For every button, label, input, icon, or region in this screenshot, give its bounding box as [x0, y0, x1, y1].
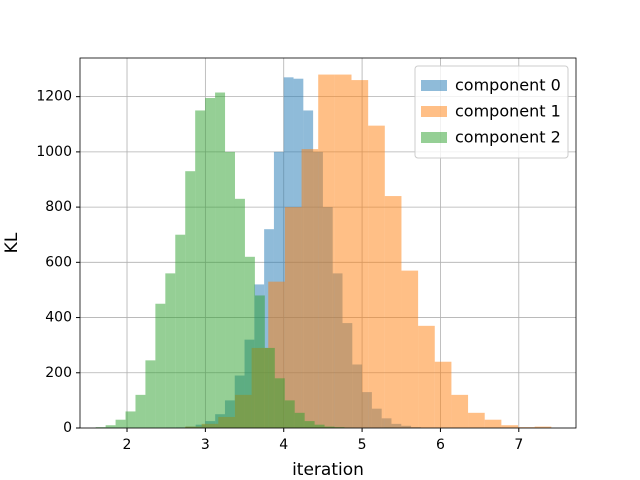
y-tick-label: 0: [63, 420, 72, 436]
bar: [434, 361, 452, 428]
bar: [368, 125, 385, 428]
x-axis-label: iteration: [292, 460, 364, 480]
bar: [195, 110, 206, 429]
y-tick-label: 400: [45, 310, 72, 326]
bar: [518, 427, 535, 428]
bar: [225, 151, 235, 428]
bar: [304, 421, 315, 428]
plot-frame: [79, 57, 577, 429]
bar: [301, 149, 319, 429]
bar: [135, 394, 146, 428]
legend-label: component 0: [455, 76, 561, 95]
y-tick-label: 200: [45, 365, 72, 381]
legend-swatch: [421, 132, 447, 143]
bar: [334, 74, 352, 428]
bar: [418, 325, 435, 428]
bar: [205, 98, 216, 428]
bar: [185, 171, 196, 428]
bar: [318, 74, 335, 428]
bar: [314, 424, 325, 428]
x-tick-label: 4: [279, 437, 288, 453]
bar: [324, 426, 335, 428]
x-tick-label: 6: [436, 437, 445, 453]
bar: [125, 411, 136, 428]
x-tick-label: 7: [514, 437, 523, 453]
legend-swatch: [421, 80, 447, 91]
bar: [294, 412, 305, 428]
legend-label: component 2: [455, 128, 561, 147]
x-tick-label: 3: [201, 437, 210, 453]
bar: [468, 412, 485, 428]
legend: [414, 65, 569, 159]
bar: [175, 234, 186, 428]
bar: [145, 360, 156, 428]
bar: [401, 270, 419, 428]
bar: [284, 207, 302, 428]
x-tick-label: 2: [123, 437, 132, 453]
bar: [284, 400, 295, 428]
bar: [351, 80, 369, 429]
x-tick-label: 5: [358, 437, 367, 453]
bar: [384, 196, 402, 428]
bar: [115, 419, 126, 428]
bar: [501, 425, 519, 428]
bar: [274, 378, 285, 428]
bar: [254, 295, 265, 428]
bar: [95, 427, 106, 428]
legend-swatch: [421, 106, 447, 117]
y-tick-label: 1000: [36, 144, 72, 160]
bar: [264, 347, 275, 428]
bar: [451, 394, 469, 428]
bar: [534, 426, 552, 428]
bar: [334, 427, 345, 428]
bar: [105, 425, 116, 428]
legend-label: component 1: [455, 102, 561, 121]
bar: [234, 198, 245, 428]
bar: [215, 92, 226, 428]
y-axis-label: KL: [2, 232, 22, 253]
bar: [165, 273, 176, 428]
series: [95, 92, 395, 429]
bar: [244, 256, 255, 428]
y-tick-label: 600: [45, 254, 72, 270]
bar: [484, 419, 502, 428]
y-tick-label: 1200: [36, 89, 72, 105]
y-tick-label: 800: [45, 199, 72, 215]
bar: [155, 303, 166, 428]
